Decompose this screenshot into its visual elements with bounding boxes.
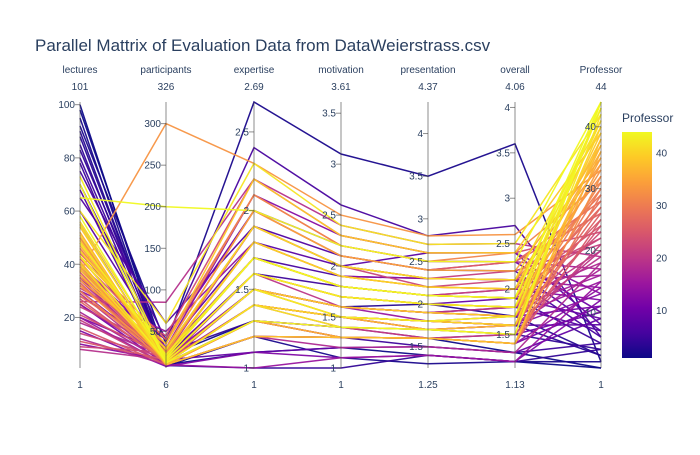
- tick-label: 2: [417, 300, 423, 311]
- tick-label: 2.5: [322, 211, 336, 222]
- tick-label: 4: [417, 129, 423, 140]
- colorbar-gradient: [622, 132, 652, 358]
- tick-label: 10: [585, 308, 597, 319]
- axis-motivation[interactable]: motivation 3.61 11 1.5 2 2.5 3 3.5: [318, 65, 364, 391]
- axis-lectures[interactable]: lectures 101 1 20 40 60 80 100: [58, 65, 97, 391]
- tick-label: 100: [58, 100, 75, 111]
- tick-label: 3: [330, 160, 336, 171]
- axis-label: motivation: [318, 65, 364, 76]
- axis-label: overall: [500, 65, 529, 76]
- tick-label: 50: [150, 327, 162, 338]
- axis-label: presentation: [400, 65, 455, 76]
- axis-range-max: 44: [595, 82, 607, 93]
- tick-label: 3.5: [409, 172, 423, 183]
- tick-label: 1.5: [496, 330, 510, 341]
- tick-label: 3.5: [322, 109, 336, 120]
- tick-label: 2.5: [409, 257, 423, 268]
- axis-expertise[interactable]: expertise 2.69 11 1.5 2 2.5: [234, 65, 275, 391]
- axis-label: lectures: [62, 65, 97, 76]
- tick-label: 1.5: [235, 285, 249, 296]
- tick-label: 2: [243, 206, 249, 217]
- axis-label: participants: [140, 65, 191, 76]
- tick-label: 40: [585, 122, 597, 133]
- colorbar-tick-label: 20: [656, 254, 668, 265]
- axis-presentation[interactable]: presentation 4.37 1.25 1.5 2 2.5 3 3.5 4: [400, 65, 455, 391]
- tick-label: 4: [504, 103, 510, 114]
- tick-label: 3: [504, 194, 510, 205]
- axis-range-max: 101: [72, 82, 89, 93]
- axis-range-min: 6: [163, 380, 169, 391]
- tick-label: 200: [144, 202, 161, 213]
- colorbar-tick-label: 30: [656, 201, 668, 212]
- axes-layer: lectures101120406080100participants32665…: [58, 65, 623, 391]
- axis-professor[interactable]: Professor 44 1 10 20 30 40: [580, 65, 623, 391]
- axis-label: expertise: [234, 65, 275, 76]
- tick-label: 30: [585, 184, 597, 195]
- tick-label: 3.5: [496, 148, 510, 159]
- tick-label: 80: [64, 153, 76, 164]
- tick-label: 60: [64, 207, 76, 218]
- axis-range-max: 2.69: [244, 82, 264, 93]
- tick-label: 1: [243, 364, 249, 375]
- tick-label: 100: [144, 285, 161, 296]
- tick-label: 2: [504, 285, 510, 296]
- tick-label: 20: [64, 313, 76, 324]
- tick-label: 1: [330, 364, 336, 375]
- axis-range-min: 1: [598, 380, 604, 391]
- tick-label: 1.5: [322, 313, 336, 324]
- tick-label: 1.5: [409, 342, 423, 353]
- axis-range-min: 1: [338, 380, 344, 391]
- colorbar-tick-label: 10: [656, 306, 668, 317]
- tick-label: 20: [585, 246, 597, 257]
- chart-title: Parallel Mattrix of Evaluation Data from…: [35, 36, 491, 55]
- tick-label: 300: [144, 119, 161, 130]
- axis-range-min: 1: [251, 380, 257, 391]
- axis-range-min: 1: [77, 380, 83, 391]
- tick-label: 250: [144, 161, 161, 172]
- axis-participants[interactable]: participants 326 6 50 100 150 200 250 300: [140, 65, 191, 391]
- axis-range-max: 326: [158, 82, 175, 93]
- tick-label: 3: [417, 214, 423, 225]
- colorbar-title: Professor: [622, 111, 673, 125]
- tick-label: 150: [144, 244, 161, 255]
- tick-label: 2: [330, 262, 336, 273]
- axis-range-min: 1.13: [505, 380, 525, 391]
- axis-label: Professor: [580, 65, 623, 76]
- colorbar-tick-label: 40: [656, 149, 668, 160]
- axis-range-max: 4.37: [418, 82, 438, 93]
- axis-range-max: 3.61: [331, 82, 351, 93]
- tick-label: 2.5: [235, 127, 249, 138]
- axis-range-min: 1.25: [418, 380, 438, 391]
- tick-label: 40: [64, 260, 76, 271]
- axis-range-max: 4.06: [505, 82, 525, 93]
- colorbar: Professor 10 20 30 40: [622, 111, 673, 358]
- axis-overall[interactable]: overall 4.06 1.13 1.5 2 2.5 3 3.5 4: [496, 65, 530, 391]
- tick-label: 2.5: [496, 239, 510, 250]
